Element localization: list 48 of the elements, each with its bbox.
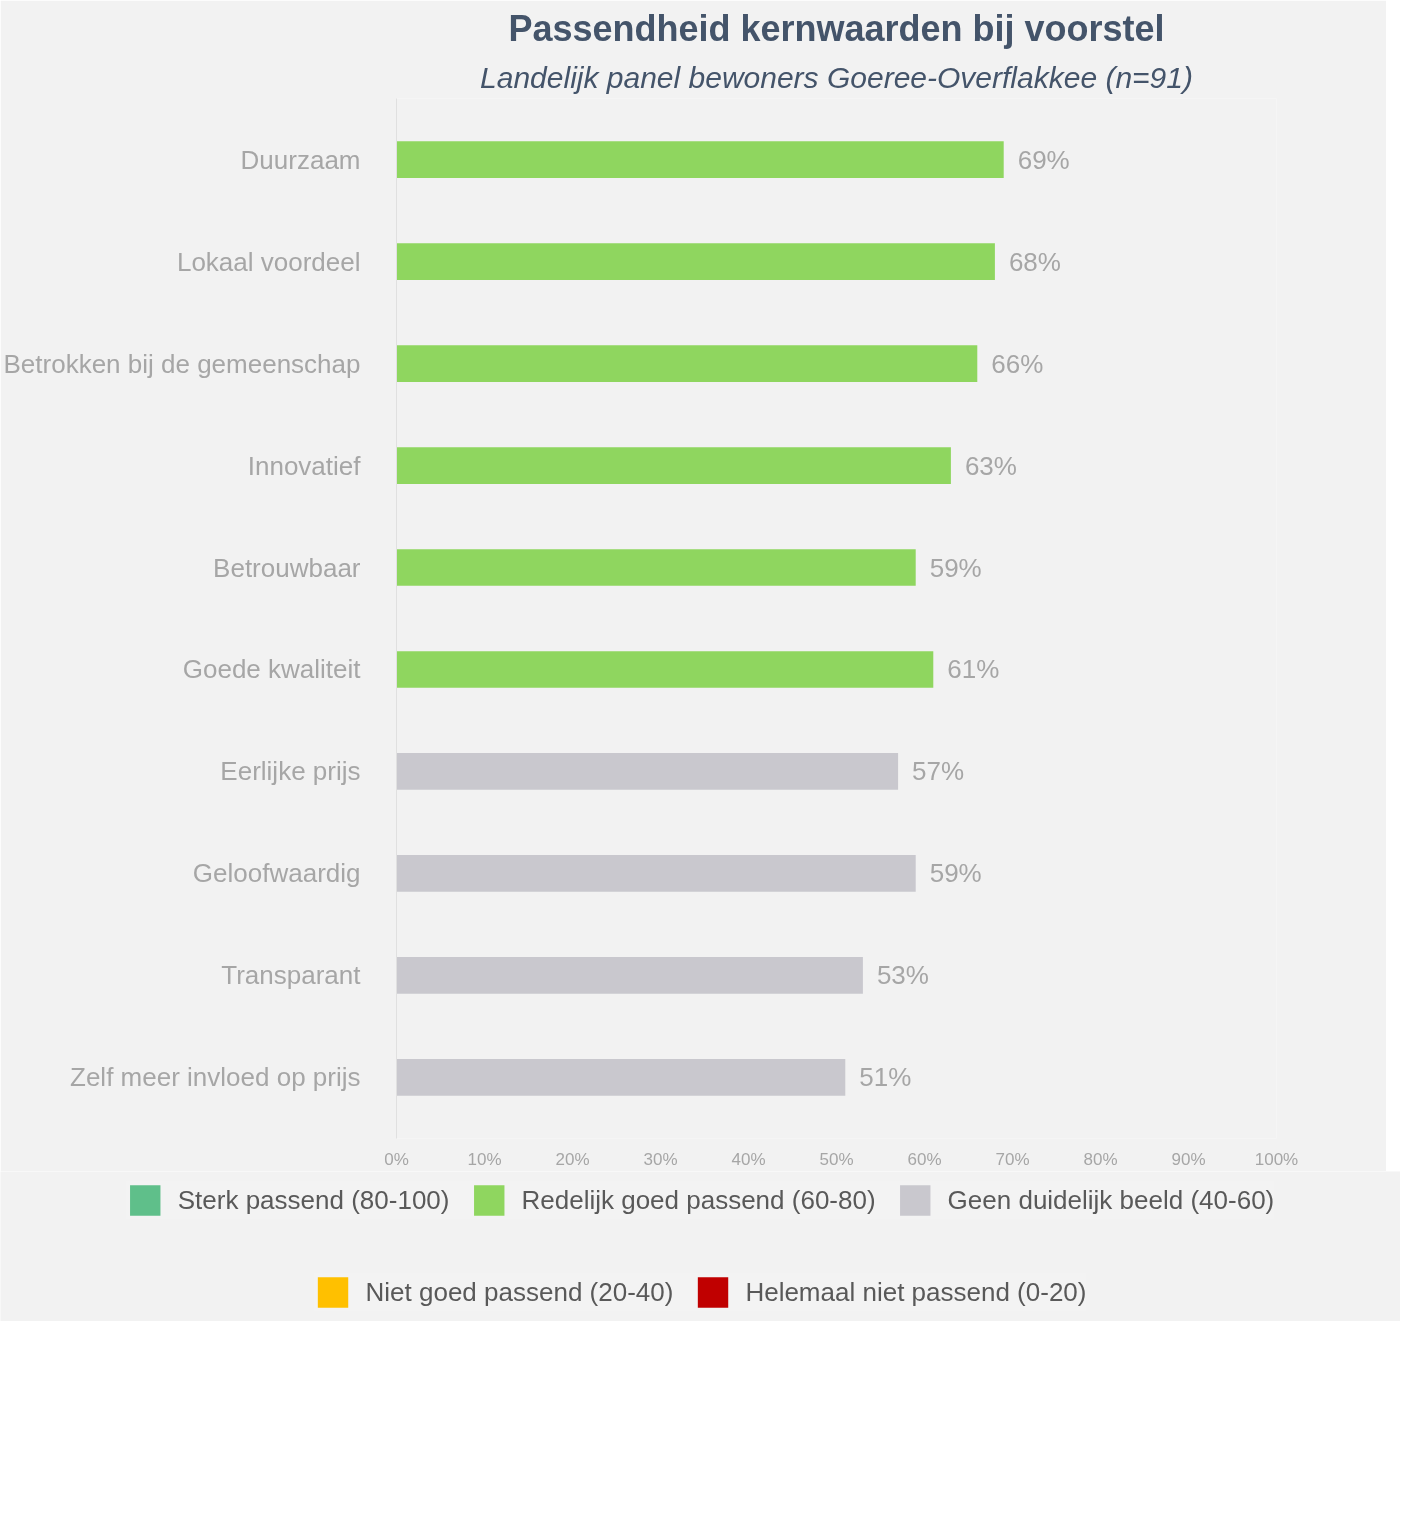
bar	[396, 141, 1004, 179]
legend-label: Redelijk goed passend (60-80)	[521, 1184, 876, 1216]
legend-label: Geen duidelijk beeld (40-60)	[947, 1184, 1275, 1216]
y-tick-label: Betrouwbaar	[213, 552, 361, 583]
x-tick-label: 30%	[643, 1149, 678, 1169]
x-tick-label: 20%	[555, 1149, 590, 1169]
bar	[396, 855, 916, 892]
chart-title: Passendheid kernwaarden bij voorstel	[508, 7, 1165, 49]
y-tick-label: Innovatief	[247, 450, 362, 481]
data-label: 53%	[876, 960, 929, 991]
data-label: 68%	[1008, 246, 1061, 277]
x-tick-label: 70%	[995, 1149, 1030, 1169]
x-tick-label: 100%	[1254, 1149, 1299, 1169]
x-tick-label: 50%	[819, 1149, 854, 1169]
bar	[396, 243, 995, 280]
y-tick-label: Zelf meer invloed op prijs	[70, 1062, 361, 1093]
legend-label: Sterk passend (80-100)	[177, 1184, 450, 1216]
bar	[396, 651, 934, 688]
y-tick-label: Geloofwaardig	[192, 858, 361, 889]
legend-label: Helemaal niet passend (0-20)	[745, 1276, 1087, 1308]
x-tick-label: 60%	[907, 1149, 942, 1169]
bar	[396, 957, 863, 994]
y-tick-label: Eerlijke prijs	[220, 756, 361, 787]
data-label: 51%	[859, 1062, 912, 1093]
y-tick-label: Lokaal voordeel	[176, 246, 361, 277]
y-tick-label: Goede kwaliteit	[182, 654, 362, 685]
bar	[396, 549, 916, 586]
data-label: 69%	[1017, 144, 1070, 175]
y-tick-label: Duurzaam	[240, 144, 361, 175]
bar	[396, 345, 978, 382]
chart-subtitle: Landelijk panel bewoners Goeree-Overflakkee (n=91)	[480, 60, 1193, 94]
x-tick-label: 90%	[1171, 1149, 1206, 1169]
x-tick-label: 40%	[731, 1149, 766, 1169]
x-tick-label: 0%	[384, 1149, 409, 1169]
y-tick-label: Transparant	[221, 960, 362, 991]
data-label: 57%	[912, 756, 965, 787]
data-label: 63%	[964, 450, 1017, 481]
x-tick-label: 10%	[467, 1149, 502, 1169]
data-label: 59%	[929, 858, 982, 889]
legend-label: Niet goed passend (20-40)	[365, 1276, 674, 1308]
data-label: 59%	[929, 552, 982, 583]
bar	[396, 447, 951, 484]
x-tick-label: 80%	[1083, 1149, 1118, 1169]
bar	[396, 753, 899, 790]
bar	[396, 1058, 846, 1096]
data-label: 66%	[991, 348, 1044, 379]
data-label: 61%	[947, 654, 1000, 685]
y-tick-label: Betrokken bij de gemeenschap	[3, 348, 361, 379]
